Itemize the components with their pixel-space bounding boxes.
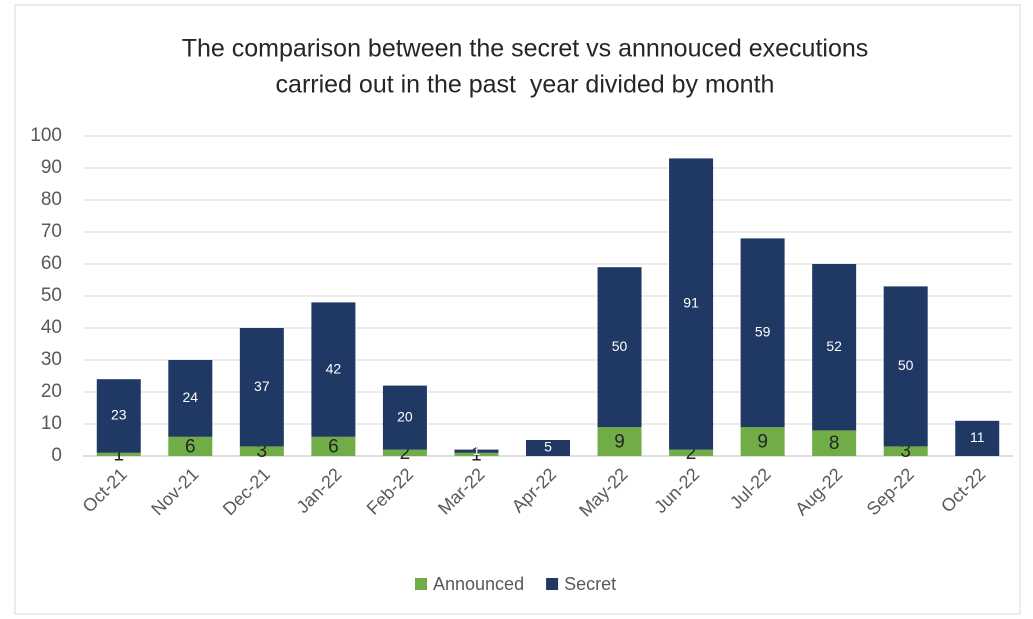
data-label: 3 xyxy=(900,441,911,462)
data-label: 20 xyxy=(397,408,413,424)
bar-segment xyxy=(239,328,284,447)
y-tick-label: 30 xyxy=(41,349,62,370)
bar-segment xyxy=(168,436,213,456)
data-label: 6 xyxy=(328,436,339,457)
y-tick-label: 10 xyxy=(41,413,62,434)
legend-label: Announced xyxy=(433,574,524,594)
bar-segment xyxy=(311,436,356,456)
data-label: 9 xyxy=(614,432,625,453)
bar-segment xyxy=(669,449,714,456)
bar-segment xyxy=(454,449,499,453)
data-label: 2 xyxy=(686,443,697,464)
bar-segment xyxy=(597,267,642,428)
bar-segment xyxy=(955,420,1000,456)
bar-segment xyxy=(597,427,642,456)
y-tick-label: 0 xyxy=(51,445,62,466)
y-tick-label: 80 xyxy=(41,189,62,210)
bar-segment xyxy=(96,379,141,453)
data-label: 1 xyxy=(473,442,481,458)
bar-segment xyxy=(812,430,857,456)
data-label: 42 xyxy=(326,360,342,376)
bar-segment xyxy=(382,385,427,450)
data-label: 6 xyxy=(185,436,196,457)
y-tick-label: 20 xyxy=(41,381,62,402)
bar-segment xyxy=(883,286,928,447)
y-tick-label: 90 xyxy=(41,157,62,178)
data-label: 24 xyxy=(183,389,199,405)
y-tick-label: 100 xyxy=(30,125,62,146)
chart-title: The comparison between the secret vs ann… xyxy=(182,35,869,63)
y-tick-label: 50 xyxy=(41,285,62,306)
y-tick-label: 70 xyxy=(41,221,62,242)
data-label: 1 xyxy=(471,444,482,465)
data-label: 8 xyxy=(829,433,840,454)
legend-label: Secret xyxy=(564,574,616,594)
data-label: 59 xyxy=(755,324,771,340)
data-label: 11 xyxy=(970,429,985,445)
bar-segment xyxy=(239,446,284,456)
y-tick-label: 40 xyxy=(41,317,62,338)
y-tick-label: 60 xyxy=(41,253,62,274)
bar-segment xyxy=(96,452,141,456)
data-label: 50 xyxy=(612,338,628,354)
data-label: 9 xyxy=(757,432,768,453)
bar-segment xyxy=(311,302,356,437)
data-label: 91 xyxy=(683,295,699,311)
bar-segment xyxy=(168,360,213,437)
data-label: 2 xyxy=(400,443,411,464)
bar-segment xyxy=(812,264,857,431)
chart-title: carried out in the past year divided by … xyxy=(276,71,775,99)
legend-swatch xyxy=(415,578,427,590)
bar-segment xyxy=(526,440,570,456)
data-label: 5 xyxy=(544,439,552,455)
bar-segment xyxy=(669,158,714,450)
legend-swatch xyxy=(546,578,559,590)
bar-segment xyxy=(883,446,928,456)
data-label: 3 xyxy=(257,441,268,462)
data-label: 23 xyxy=(111,407,127,423)
bar-segment xyxy=(382,449,427,456)
data-label: 37 xyxy=(254,378,270,394)
bar-segment xyxy=(740,427,785,456)
data-label: 50 xyxy=(898,357,914,373)
data-label: 1 xyxy=(113,444,124,465)
bar-segment xyxy=(740,238,785,428)
data-label: 52 xyxy=(826,338,842,354)
bar-segment xyxy=(454,452,499,456)
